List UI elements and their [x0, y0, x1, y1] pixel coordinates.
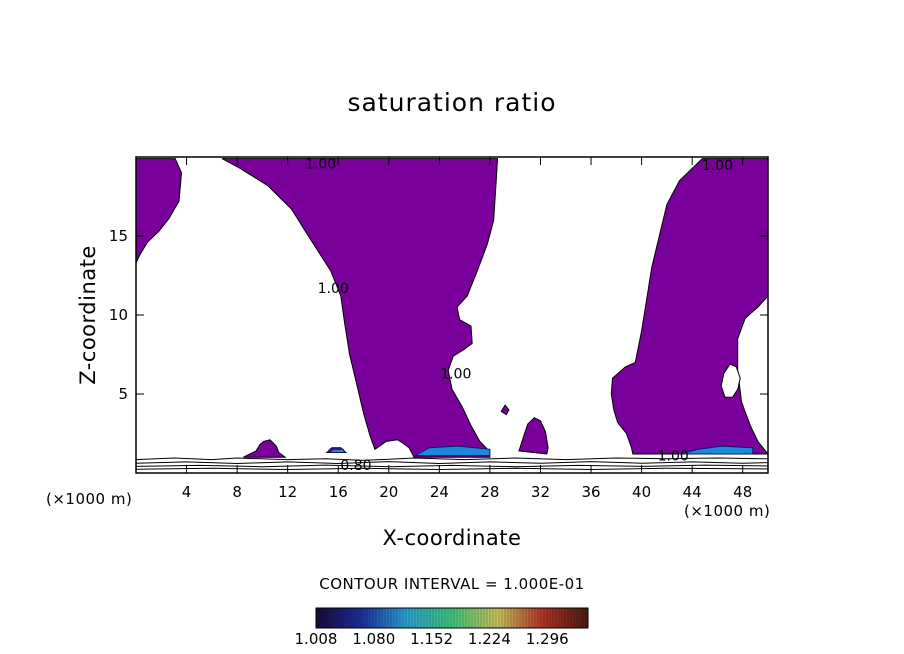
colorbar: 1.008 1.080 1.152 1.224 1.296 — [295, 607, 589, 648]
x-units-label: (×1000 m) — [684, 502, 771, 520]
colorbar-label-3: 1.224 — [468, 630, 511, 648]
x-tick-label-36: 36 — [581, 483, 600, 501]
contour-label-5: 1.00 — [658, 449, 689, 465]
contour-label-4: 0.80 — [340, 458, 371, 474]
region-high-43-48 — [679, 445, 754, 455]
contour-label-0: 1.00 — [305, 156, 336, 172]
colorbar-label-1: 1.080 — [352, 630, 395, 648]
x-tick-label-44: 44 — [683, 483, 702, 501]
x-tick-label-28: 28 — [480, 483, 499, 501]
contour-interval-label: CONTOUR INTERVAL = 1.000E-01 — [319, 575, 585, 593]
contour-label-text-5: 1.00 — [658, 449, 689, 465]
region-high-16 — [328, 448, 346, 453]
x-tick-label-40: 40 — [632, 483, 651, 501]
region-high-23-28 — [413, 445, 491, 457]
contour-label-text-0: 1.00 — [305, 156, 336, 172]
chart-title: saturation ratio — [347, 88, 557, 117]
z-units-label: (×1000 m) — [46, 490, 133, 508]
contour-label-2: 1.00 — [318, 281, 349, 297]
colorbar-label-4: 1.296 — [526, 630, 569, 648]
x-tick-label-4: 4 — [182, 483, 192, 501]
colorbar-label-0: 1.008 — [295, 630, 338, 648]
y-tick-label-10: 10 — [109, 306, 128, 324]
colorbar-stripes — [318, 608, 587, 628]
surface-contour-0 — [136, 457, 768, 461]
contour-label-text-1: 1.00 — [702, 158, 733, 174]
surface-contour-2 — [136, 464, 768, 468]
region-right-plume-hole — [720, 363, 741, 398]
surface-contour-1 — [136, 461, 768, 465]
y-tick-label-5: 5 — [118, 385, 128, 403]
contour-label-text-2: 1.00 — [318, 281, 349, 297]
filled-contours — [136, 158, 768, 458]
x-tick-label-20: 20 — [379, 483, 398, 501]
x-tick-label-8: 8 — [232, 483, 242, 501]
contour-label-1: 1.00 — [702, 158, 733, 174]
region-right-plume — [610, 158, 768, 455]
colorbar-label-2: 1.152 — [410, 630, 453, 648]
x-axis-title: X-coordinate — [382, 526, 522, 550]
y-axis: 5 10 15 — [109, 227, 768, 403]
region-central-plume — [221, 158, 499, 458]
region-bump-32 — [518, 417, 549, 455]
contour-labels: 1.00 1.00 1.00 1.00 0.80 1.00 — [305, 156, 733, 474]
colorbar-gradient — [315, 607, 589, 629]
x-tick-label-24: 24 — [430, 483, 449, 501]
x-tick-label-48: 48 — [733, 483, 752, 501]
region-bump-29 — [500, 404, 510, 416]
x-tick-label-16: 16 — [329, 483, 348, 501]
region-bump-11 — [243, 439, 287, 458]
y-tick-label-15: 15 — [109, 227, 128, 245]
x-tick-label-32: 32 — [531, 483, 550, 501]
contour-label-text-4: 0.80 — [340, 458, 371, 474]
x-tick-label-12: 12 — [278, 483, 297, 501]
region-left-column — [136, 158, 183, 264]
contour-label-text-3: 1.00 — [440, 366, 471, 382]
x-axis: 4 8 12 16 20 24 28 32 36 40 44 48 — [182, 157, 752, 501]
surface-contour-3 — [136, 467, 768, 471]
contour-label-3: 1.00 — [440, 366, 471, 382]
